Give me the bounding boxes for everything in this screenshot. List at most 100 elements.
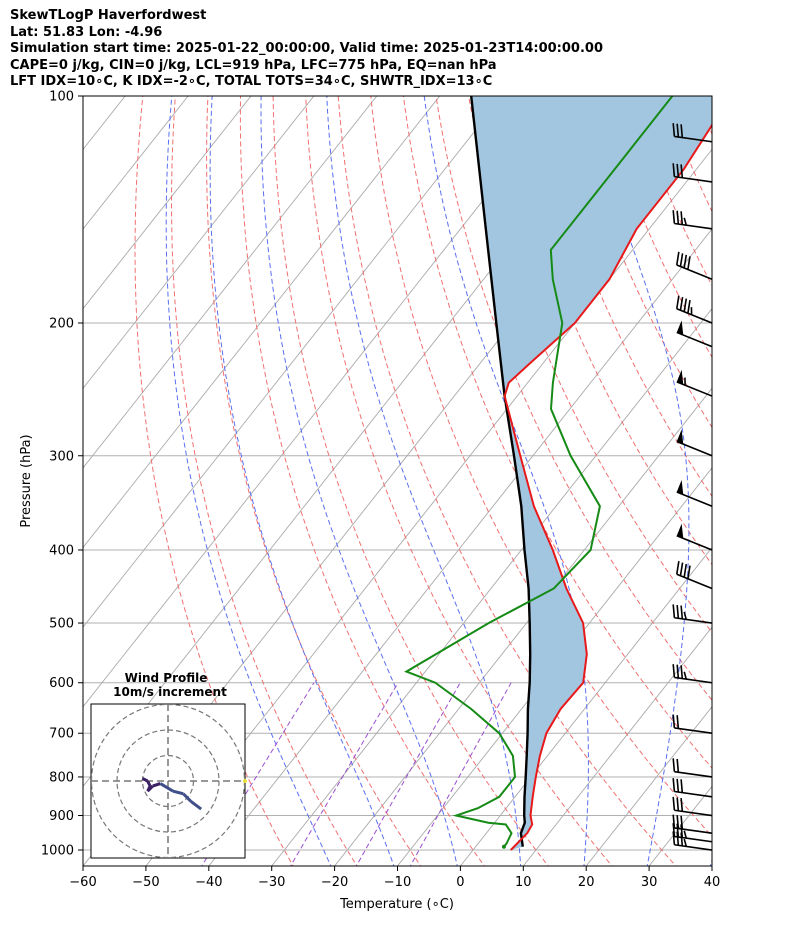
y-tick-label: 800: [49, 770, 74, 785]
moist-adiabat: [326, 96, 522, 866]
hodograph-segment: [190, 800, 203, 811]
dry-adiabat: [722, 79, 794, 869]
wind-barb: [672, 796, 713, 817]
x-tick-label: −10: [384, 875, 411, 890]
dry-adiabat: [206, 96, 422, 866]
y-tick-label: 200: [49, 316, 74, 331]
x-axis-label: Temperature (∘C): [339, 897, 454, 912]
hodograph-segment: [182, 792, 193, 803]
x-tick-label: 20: [578, 875, 595, 890]
isotherm-line: [334, 387, 712, 866]
wind-barb: [676, 429, 713, 457]
wind-barb: [672, 714, 713, 735]
dewpoint-profile-line: [404, 96, 674, 848]
dry-adiabat: [305, 96, 613, 866]
cape-area: [471, 96, 712, 850]
dry-adiabat: [468, 96, 712, 634]
dry-adiabat: [171, 96, 358, 866]
isotherm-line: [271, 307, 712, 866]
wind-barb: [672, 758, 713, 778]
y-tick-label: 300: [49, 449, 74, 464]
wind-barb: [676, 320, 713, 348]
wind-barb: [672, 123, 713, 143]
dry-adiabat: [696, 96, 712, 136]
dry-adiabat: [337, 96, 677, 866]
dry-adiabat: [134, 96, 294, 866]
x-tick-label: 30: [641, 875, 658, 890]
dry-adiabat: [663, 96, 712, 213]
y-tick-label: 500: [49, 617, 74, 632]
mixing-ratio-line: [290, 682, 399, 866]
isotherm-line: [83, 96, 315, 390]
isotherm-line: [83, 96, 252, 310]
dry-adiabat: [402, 96, 712, 769]
hodograph-segment: [159, 782, 174, 793]
isotherm-line: [83, 96, 503, 628]
wind-barb: [676, 479, 713, 507]
isotherm-line: [83, 96, 566, 708]
wind-barb: [672, 163, 713, 183]
wind-barb: [675, 251, 713, 280]
dry-adiabat: [787, 79, 794, 869]
isotherm-line: [522, 626, 712, 866]
isotherm-line: [711, 865, 712, 866]
moist-adiabat: [209, 96, 395, 866]
y-tick-label: 600: [49, 676, 74, 691]
dry-adiabat: [500, 96, 712, 566]
hodograph-subtitle: 10m/s increment: [113, 685, 227, 699]
y-tick-label: 700: [49, 727, 74, 742]
dry-adiabat: [565, 96, 712, 429]
convective-params-line: CAPE=0 j/kg, CIN=0 j/kg, LCL=919 hPa, LF…: [10, 57, 497, 73]
surface-dewpoint-marker: [501, 844, 506, 849]
hodograph-top-marker: [243, 779, 247, 783]
isotherm-line: [83, 96, 441, 549]
isotherm-line: [83, 96, 378, 469]
wind-barb: [672, 664, 713, 684]
wind-barb: [672, 831, 713, 851]
wind-barb: [676, 523, 713, 551]
wind-barb: [675, 295, 713, 324]
hodograph-segment: [146, 780, 152, 787]
isotherm-line: [145, 148, 712, 866]
wind-barb: [672, 778, 713, 798]
moist-adiabat: [709, 857, 712, 866]
parcel-profile-line: [470, 96, 532, 847]
isotherm-line: [585, 706, 712, 866]
hodograph-segment: [141, 777, 149, 783]
isotherm-line: [460, 546, 712, 866]
dry-adiabat: [272, 96, 549, 866]
isotherm-line: [648, 785, 712, 866]
dry-adiabat: [755, 79, 794, 869]
mixing-ratio-line: [409, 682, 512, 866]
dry-adiabat: [239, 96, 486, 866]
moist-adiabat: [165, 96, 332, 866]
hodograph-segment: [172, 789, 184, 796]
simulation-time-line: Simulation start time: 2025-01-22_00:00:…: [10, 41, 603, 56]
moist-adiabat: [584, 96, 690, 866]
location-line: Lat: 51.83 Lon: -4.96: [10, 24, 163, 40]
hodograph-segment: [152, 782, 161, 788]
stability-indices-line: LFT IDX=10∘C, K IDX=-2∘C, TOTAL TOTS=34∘…: [10, 74, 493, 89]
temperature-profile-line: [503, 123, 712, 851]
mixing-ratio-line: [355, 682, 461, 866]
y-tick-label: 900: [49, 809, 74, 824]
isotherm-line: [208, 228, 712, 866]
moist-adiabat: [260, 96, 458, 866]
x-tick-label: −30: [258, 875, 285, 890]
y-tick-label: 100: [49, 90, 74, 105]
y-tick-label: 1000: [41, 844, 74, 859]
y-axis-label: Pressure (hPa): [19, 434, 34, 527]
chart-header: SkewTLogP Haverfordwest Lat: 51.83 Lon: …: [10, 8, 603, 91]
wind-barb: [672, 814, 713, 835]
y-tick-label: 400: [49, 543, 74, 558]
chart-title: SkewTLogP Haverfordwest: [10, 8, 207, 23]
x-tick-label: −60: [69, 875, 96, 890]
x-tick-label: 40: [704, 875, 721, 890]
x-tick-label: 0: [456, 875, 464, 890]
hodograph-title: Wind Profile: [125, 671, 208, 685]
wind-barb: [672, 210, 713, 230]
x-tick-label: 10: [515, 875, 532, 890]
wind-barb: [676, 369, 713, 397]
x-tick-label: −50: [132, 875, 159, 890]
